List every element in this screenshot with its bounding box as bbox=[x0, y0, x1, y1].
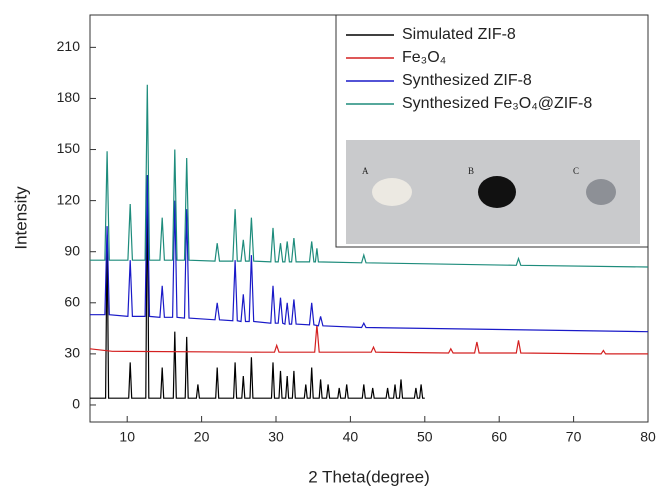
x-tick-label: 60 bbox=[491, 429, 507, 445]
inset-label: B bbox=[468, 166, 474, 176]
x-tick-label: 30 bbox=[268, 429, 284, 445]
sample-b bbox=[478, 176, 516, 208]
legend-label: Fe₃O₄ bbox=[402, 49, 446, 66]
legend-label: Synthesized ZIF-8 bbox=[402, 72, 532, 89]
sample-c bbox=[586, 179, 616, 205]
y-tick-label: 180 bbox=[57, 89, 81, 105]
series-line bbox=[90, 175, 649, 333]
legend-label: Simulated ZIF-8 bbox=[402, 26, 516, 43]
inset-photo: A B C bbox=[346, 140, 640, 244]
y-tick-label: 30 bbox=[64, 345, 80, 361]
y-tick-label: 210 bbox=[57, 38, 81, 54]
y-tick-label: 60 bbox=[64, 293, 80, 309]
series-line bbox=[90, 175, 425, 399]
legend-label: Synthesized Fe₃O₄@ZIF-8 bbox=[402, 95, 592, 112]
series-line bbox=[90, 84, 649, 268]
x-tick-label: 80 bbox=[640, 429, 656, 445]
x-tick-label: 50 bbox=[417, 429, 433, 445]
y-tick-label: 120 bbox=[57, 191, 81, 207]
y-tick-label: 0 bbox=[72, 396, 80, 412]
x-tick-label: 20 bbox=[194, 429, 210, 445]
inset-label: A bbox=[362, 166, 369, 176]
x-tick-label: 70 bbox=[566, 429, 582, 445]
x-tick-label: 40 bbox=[343, 429, 359, 445]
x-axis-label: 2 Theta(degree) bbox=[308, 467, 430, 486]
series-line bbox=[89, 324, 648, 355]
inset-label: C bbox=[573, 166, 579, 176]
y-tick-label: 150 bbox=[57, 140, 81, 156]
sample-a bbox=[372, 178, 412, 206]
y-axis-label: Intensity bbox=[11, 186, 30, 250]
y-tick-label: 90 bbox=[64, 242, 80, 258]
x-tick-label: 10 bbox=[119, 429, 135, 445]
